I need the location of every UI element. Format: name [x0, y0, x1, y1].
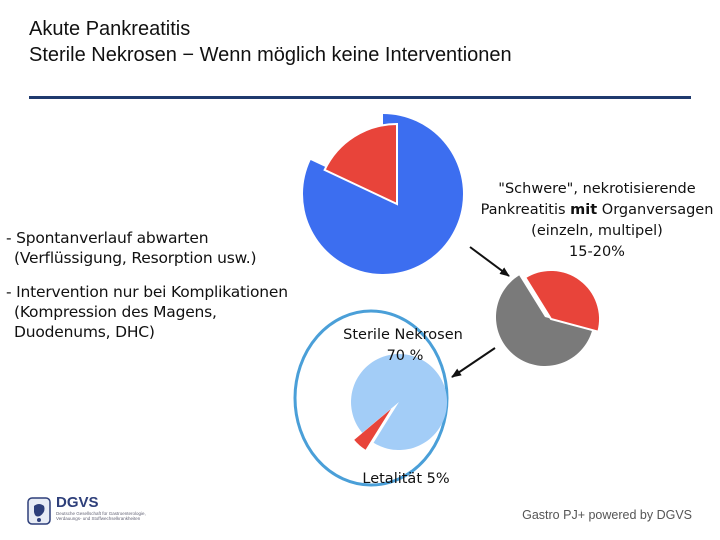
pie-severe-slice-grey: [495, 275, 593, 367]
sterile-label-line-1: Sterile Nekrosen: [343, 327, 463, 343]
logo-text: DGVS: [56, 494, 99, 511]
bullet-2-line-3: Duodenums, DHC): [14, 323, 155, 341]
arrow-to-severe: [469, 246, 510, 277]
bullet-intervention: - Intervention nur bei Komplikationen (K…: [6, 282, 288, 342]
dgvs-logo: DGVS Deutsche Gesellschaft für Gastroent…: [26, 492, 156, 538]
severe-label-line-3: (einzeln, multipel): [531, 223, 663, 239]
pie-total-slice-red: [323, 122, 398, 206]
title-divider: [29, 96, 691, 99]
title-line-1: Akute Pankreatitis: [29, 18, 191, 40]
severe-label-line-1: "Schwere", nekrotisierende: [498, 181, 695, 197]
dgvs-emblem-icon: [27, 497, 51, 525]
sterile-group-circle: [293, 309, 449, 487]
arrow-to-sterile: [451, 347, 496, 378]
bullet-2-line-2: (Kompression des Magens,: [14, 303, 217, 321]
sterile-label-line-2: 70 %: [387, 348, 424, 364]
bullet-list: - Spontanverlauf abwarten (Verflüssigung…: [6, 228, 288, 356]
logo-subtitle: Deutsche Gesellschaft für Gastroenterolo…: [56, 511, 146, 521]
footer-credit: Gastro PJ+ powered by DGVS: [522, 508, 692, 522]
slide-title: Akute Pankreatitis Sterile Nekrosen − We…: [29, 16, 512, 68]
severe-label-line-4: 15-20%: [569, 244, 625, 260]
pie-severe: [495, 269, 601, 367]
bullet-1-line-1: - Spontanverlauf abwarten: [6, 229, 209, 247]
title-line-2: Sterile Nekrosen − Wenn möglich keine In…: [29, 44, 512, 66]
pie-sterile-slice-red: [354, 409, 391, 450]
bullet-1-line-2: (Verflüssigung, Resorption usw.): [14, 249, 257, 267]
pie-severe-slice-red: [523, 269, 601, 333]
mortality-label: Letalität 5%: [362, 471, 449, 487]
pie-total: [302, 114, 463, 274]
bullet-spontaneous: - Spontanverlauf abwarten (Verflüssigung…: [6, 228, 288, 268]
pie-sterile: [351, 354, 448, 451]
severe-label-line-2: Pankreatitis mit Organversagen: [481, 202, 714, 218]
pie-sterile-slice-lightblue: [351, 354, 448, 451]
bullet-2-line-1: - Intervention nur bei Komplikationen: [6, 283, 288, 301]
